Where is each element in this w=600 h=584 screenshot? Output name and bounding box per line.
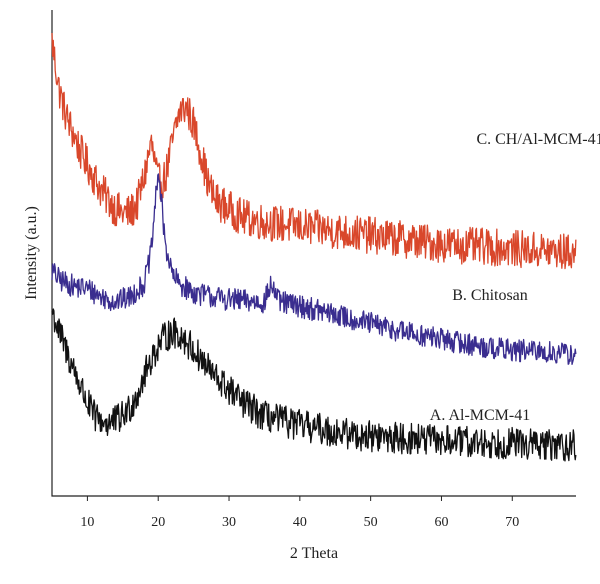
x-axis-ticks: 10 20 30 40 50 60 70 [80, 496, 519, 530]
x-tick-label: 10 [80, 515, 94, 530]
series-line-0 [51, 32, 577, 270]
series-line-2 [51, 308, 577, 462]
x-tick-label: 20 [151, 515, 165, 530]
x-tick-label: 60 [434, 515, 448, 530]
x-axis-title: 2 Theta [290, 545, 338, 562]
series-label-1: B. Chitosan [452, 287, 528, 304]
x-tick-label: 70 [505, 515, 519, 530]
x-tick-label: 30 [222, 515, 236, 530]
plot-frame [51, 10, 576, 497]
series-label-0: C. CH/Al-MCM-41 [476, 131, 600, 148]
series-layer [51, 32, 577, 462]
axis-lines [51, 10, 576, 497]
series-line-1 [51, 173, 577, 366]
series-label-2: A. Al-MCM-41 [430, 407, 530, 424]
y-axis-title: Intensity (a.u.) [23, 206, 40, 300]
series-labels: C. CH/Al-MCM-41 B. Chitosan A. Al-MCM-41 [430, 131, 600, 424]
x-tick-label: 50 [364, 515, 378, 530]
x-tick-label: 40 [293, 515, 307, 530]
